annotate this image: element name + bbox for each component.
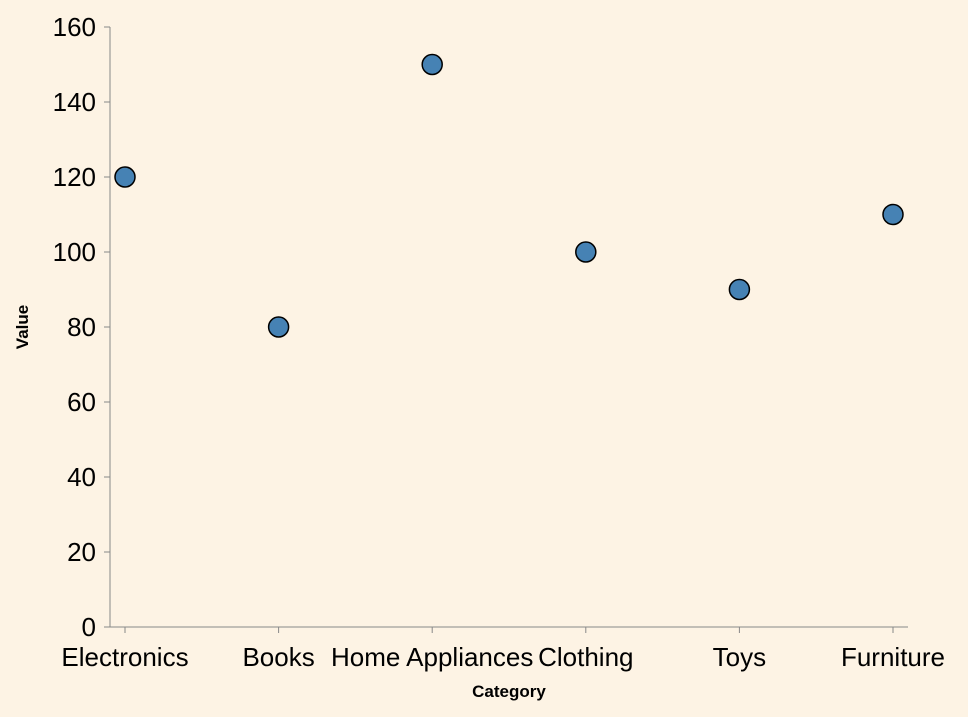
y-tick-label: 160 [53, 12, 96, 42]
data-point [114, 166, 136, 188]
data-point [728, 278, 751, 301]
y-tick-label: 20 [67, 537, 96, 567]
data-point [882, 203, 904, 226]
data-point [421, 53, 443, 76]
y-tick-label: 60 [67, 387, 96, 417]
x-tick-label: Books [242, 642, 314, 672]
x-tick-label: Home Appliances [331, 642, 533, 672]
y-axis-title: Value [13, 305, 32, 349]
data-points [114, 53, 904, 338]
x-axis-title: Category [472, 682, 546, 701]
y-tick-label: 40 [67, 462, 96, 492]
x-tick-label: Furniture [841, 642, 945, 672]
y-tick-label: 100 [53, 237, 96, 267]
y-axis: 0 20 40 60 80 100 120 140 160 [53, 12, 111, 642]
x-tick-label: Clothing [538, 642, 633, 672]
x-tick-label: Toys [713, 642, 766, 672]
x-tick-label: Electronics [61, 642, 188, 672]
data-point [267, 316, 290, 338]
data-point [575, 241, 597, 263]
y-tick-label: 80 [67, 312, 96, 342]
y-tick-label: 120 [53, 162, 96, 192]
y-tick-label: 140 [53, 87, 96, 117]
x-axis: Electronics Books Home Appliances Clothing T… [61, 626, 945, 672]
y-tick-label: 0 [82, 612, 96, 642]
